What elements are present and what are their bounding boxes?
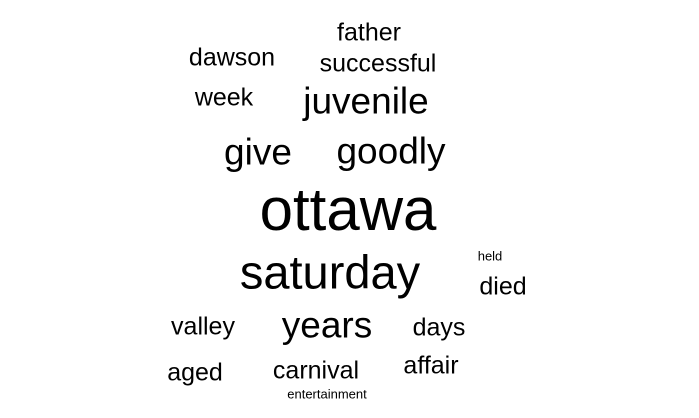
word-father: father bbox=[337, 18, 401, 47]
word-ottawa: ottawa bbox=[259, 176, 437, 243]
word-held: held bbox=[477, 248, 503, 264]
word-days: days bbox=[412, 313, 466, 342]
word-give: give bbox=[224, 131, 292, 173]
word-valley: valley bbox=[171, 312, 235, 341]
word-week: week bbox=[194, 83, 254, 112]
word-aged: aged bbox=[167, 358, 223, 387]
word-juvenile: juvenile bbox=[303, 80, 429, 122]
word-dawson: dawson bbox=[188, 43, 276, 72]
word-successful: successful bbox=[319, 49, 437, 78]
word-entertainment: entertainment bbox=[287, 386, 367, 402]
word-affair: affair bbox=[403, 351, 459, 380]
word-saturday: saturday bbox=[239, 245, 421, 299]
word-years: years bbox=[281, 304, 373, 346]
word-carnival: carnival bbox=[272, 356, 360, 385]
word-goodly: goodly bbox=[336, 130, 446, 172]
word-died: died bbox=[479, 272, 527, 301]
